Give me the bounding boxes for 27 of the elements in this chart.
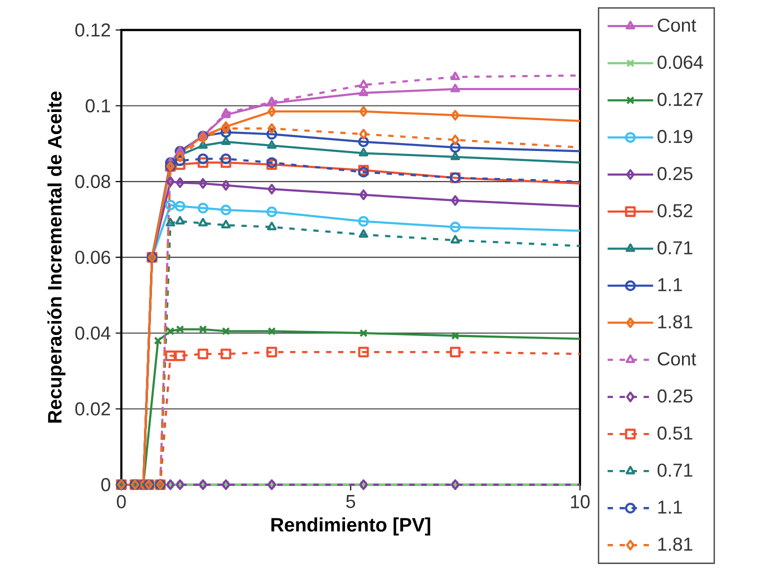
legend-label: 0.25 <box>658 389 692 403</box>
y-tick-label: 0.06 <box>75 250 110 264</box>
legend-label: 0.19 <box>658 130 692 144</box>
legend-label: Cont <box>658 18 696 32</box>
legend-label: 1.81 <box>658 315 692 328</box>
legend-label: 0.52 <box>658 204 692 218</box>
x-tick-label: 0 <box>116 495 126 508</box>
legend-label: 0.71 <box>658 241 692 254</box>
y-tick-label: 0.04 <box>75 326 110 340</box>
y-axis-title: Recuperación Incremental de Aceite <box>47 91 66 423</box>
x-tick-label: 5 <box>346 495 356 508</box>
legend-label: 0.127 <box>658 92 703 106</box>
legend-label: 0.51 <box>658 426 692 440</box>
x-tick-label: 10 <box>571 495 590 508</box>
legend-label: Cont <box>658 352 696 366</box>
y-tick-label: 0.1 <box>86 99 110 112</box>
legend-label: 0.71 <box>658 464 692 477</box>
legend-label: 0.064 <box>658 56 704 69</box>
y-tick-label: 0 <box>101 478 110 492</box>
y-tick-label: 0.08 <box>75 174 110 188</box>
legend-label: 0.25 <box>658 166 692 180</box>
legend-label: 1.81 <box>658 538 692 551</box>
legend-label: 1.1 <box>658 278 682 292</box>
y-tick-label: 0.02 <box>75 402 110 416</box>
legend-label: 1.1 <box>658 500 682 514</box>
y-tick-label: 0.12 <box>75 23 110 37</box>
x-axis-title: Rendimiento [PV] <box>271 517 430 536</box>
